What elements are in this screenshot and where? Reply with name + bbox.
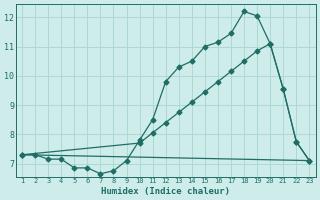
X-axis label: Humidex (Indice chaleur): Humidex (Indice chaleur) — [101, 187, 230, 196]
